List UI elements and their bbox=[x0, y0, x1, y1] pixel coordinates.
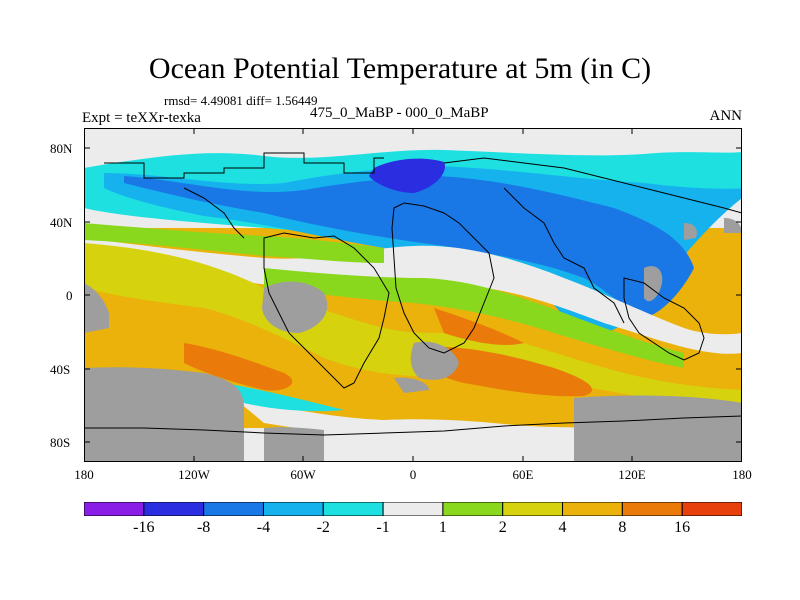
land-south-america bbox=[262, 281, 328, 333]
colorbar-segment bbox=[84, 502, 145, 516]
coast-south-america bbox=[263, 232, 390, 389]
land-asia-island bbox=[644, 266, 663, 302]
x-tick-label-120e: 120E bbox=[618, 467, 646, 482]
colorbar-segment bbox=[502, 502, 564, 516]
colorbar-label: -8 bbox=[196, 519, 211, 536]
land-small-1 bbox=[394, 377, 429, 393]
arctic-deep-blue-region bbox=[369, 158, 445, 193]
equatorial-green-band bbox=[264, 268, 684, 368]
stats-line: rmsd= 4.49081 diff= 1.56449 bbox=[164, 93, 318, 108]
x-tick-label-0: 0 bbox=[409, 467, 417, 482]
south-atlantic-hot-region bbox=[414, 346, 593, 397]
south-pacific-hot-region bbox=[184, 343, 293, 391]
land-south-pacific bbox=[84, 367, 244, 462]
coastlines bbox=[84, 152, 742, 436]
x-tick-label-180w: 180 bbox=[74, 467, 94, 482]
coast-australia bbox=[623, 277, 705, 361]
y-tick-label-80s: 80S bbox=[50, 435, 71, 450]
colorbar-label: -16 bbox=[133, 519, 155, 536]
temperature-map bbox=[84, 128, 742, 462]
chart-title: Ocean Potential Temperature at 5m (in C) bbox=[148, 52, 652, 85]
colorbar-segment bbox=[442, 502, 504, 516]
y-tick-label-80n: 80N bbox=[50, 141, 73, 156]
case-label: 475_0_MaBP - 000_0_MaBP bbox=[310, 105, 489, 121]
coast-africa bbox=[391, 202, 495, 354]
colorbar-segment bbox=[322, 502, 384, 516]
coast-north-2 bbox=[443, 157, 742, 214]
south-cyan-patch bbox=[224, 383, 344, 412]
x-tick-label-180e: 180 bbox=[732, 467, 752, 482]
land-small-2 bbox=[684, 223, 697, 240]
y-tick-label-40n: 40N bbox=[50, 215, 73, 230]
experiment-label: Expt = teXXr-texka bbox=[82, 110, 201, 126]
x-tick-label-60w: 60W bbox=[290, 467, 316, 482]
colorbar-segment bbox=[203, 502, 264, 516]
colorbar-label: 8 bbox=[618, 519, 627, 536]
colorbar-label: 1 bbox=[438, 519, 447, 536]
colorbar-label: 16 bbox=[674, 519, 691, 536]
south-light-band bbox=[234, 398, 624, 447]
y-tick-label-0: 0 bbox=[66, 288, 73, 303]
coast-antarctica bbox=[84, 415, 742, 436]
land-antarctica-east bbox=[574, 395, 742, 462]
colorbar-segment bbox=[621, 502, 683, 516]
land-small-3 bbox=[724, 218, 742, 233]
tick-marks bbox=[84, 128, 742, 462]
y-tick-label-40s: 40S bbox=[50, 362, 71, 377]
mid-atlantic-hot-region bbox=[434, 308, 524, 345]
land-antarctica-west bbox=[264, 427, 324, 462]
colorbar-label: -4 bbox=[256, 519, 271, 536]
colorbar-label: 4 bbox=[558, 519, 567, 536]
north-blue-region bbox=[124, 176, 694, 318]
colorbar-segment bbox=[382, 502, 444, 516]
colorbar-segment bbox=[262, 502, 324, 516]
colorbar-segment bbox=[143, 502, 205, 516]
colorbar-label: 2 bbox=[498, 519, 507, 536]
colorbar-segment bbox=[681, 502, 742, 516]
season-label: ANN bbox=[709, 108, 743, 124]
equatorial-light-band bbox=[84, 238, 742, 354]
coast-asia-1 bbox=[503, 187, 625, 324]
x-tick-label-60e: 60E bbox=[512, 467, 534, 482]
colorbar-label: -1 bbox=[376, 519, 390, 536]
colorbar-label: -2 bbox=[316, 519, 330, 536]
land-west-pacific bbox=[84, 283, 109, 333]
colorbar-segment bbox=[562, 502, 623, 516]
north-green-band bbox=[84, 223, 384, 263]
coast-north-1 bbox=[104, 152, 384, 179]
x-tick-label-120w: 120W bbox=[178, 467, 210, 482]
coast-north-america bbox=[183, 187, 245, 239]
colorbar bbox=[84, 502, 742, 516]
